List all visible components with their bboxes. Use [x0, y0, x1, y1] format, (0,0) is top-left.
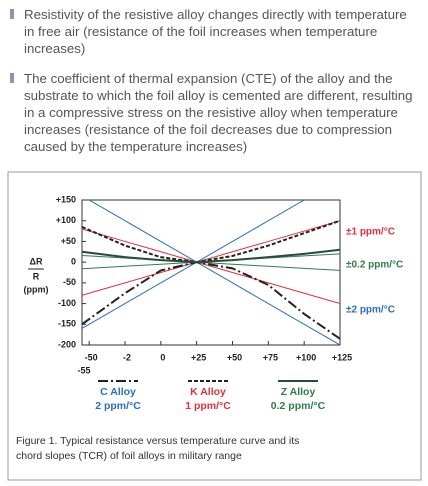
- plot-frame: [81, 199, 341, 346]
- alloy-curve: [82, 261, 340, 340]
- x-tick-label: -50: [85, 352, 98, 362]
- y-label: ΔR: [30, 256, 43, 266]
- y-tick-label: -100: [58, 298, 76, 308]
- legend-name: K Alloy: [190, 386, 226, 398]
- y-tick-label: -200: [58, 339, 76, 349]
- chord-label: ±0.2 ppm/°C: [346, 260, 403, 271]
- alloy-curve: [82, 248, 340, 264]
- y-tick-label: +150: [56, 194, 76, 204]
- y-tick-label: -150: [58, 319, 76, 329]
- plot-area: [82, 200, 340, 345]
- chart-frame: [7, 171, 422, 481]
- x-tick-label: +50: [227, 352, 242, 362]
- chord-label: ±2 ppm/°C: [346, 305, 395, 316]
- x-tick-label: +25: [191, 352, 206, 362]
- legend-tcr: 1 ppm/°C: [185, 400, 231, 412]
- legend-name: C Alloy: [100, 386, 136, 398]
- x-tick-label: +75: [263, 352, 278, 362]
- x-tick-label: -2: [123, 352, 131, 362]
- chord-line: [82, 200, 306, 329]
- x-tick-label: 0: [160, 352, 165, 362]
- y-tick-label: +50: [61, 236, 76, 246]
- caption-line: Figure 1. Typical resistance versus temp…: [16, 435, 299, 447]
- chord-label: ±1 ppm/°C: [346, 227, 395, 238]
- bullet: The coefficient of thermal expansion (CT…: [8, 70, 418, 155]
- chord-line: [82, 220, 340, 296]
- y-tick-label: -50: [63, 277, 76, 287]
- caption: Figure 1. Typical resistance versus temp…: [16, 435, 299, 462]
- legend-name: Z Alloy: [281, 386, 316, 398]
- y-label: (ppm): [24, 284, 49, 294]
- x-tick-label: -55: [77, 365, 90, 375]
- y-label: R: [33, 271, 40, 281]
- y-tick-label: 0: [71, 257, 76, 267]
- x-tick-label: +125: [332, 352, 352, 362]
- chord-line: [82, 228, 340, 305]
- chord-line: [88, 200, 340, 345]
- alloy-curve: [82, 219, 340, 264]
- caption-line: chord slopes (TCR) of foil alloys in mil…: [16, 450, 242, 462]
- bullet: Resistivity of the resistive alloy chang…: [8, 6, 418, 57]
- legend-tcr: 0.2 ppm/°C: [271, 400, 326, 412]
- x-tick-label: +100: [296, 352, 316, 362]
- y-tick-label: +100: [56, 215, 76, 225]
- legend-tcr: 2 ppm/°C: [95, 400, 141, 412]
